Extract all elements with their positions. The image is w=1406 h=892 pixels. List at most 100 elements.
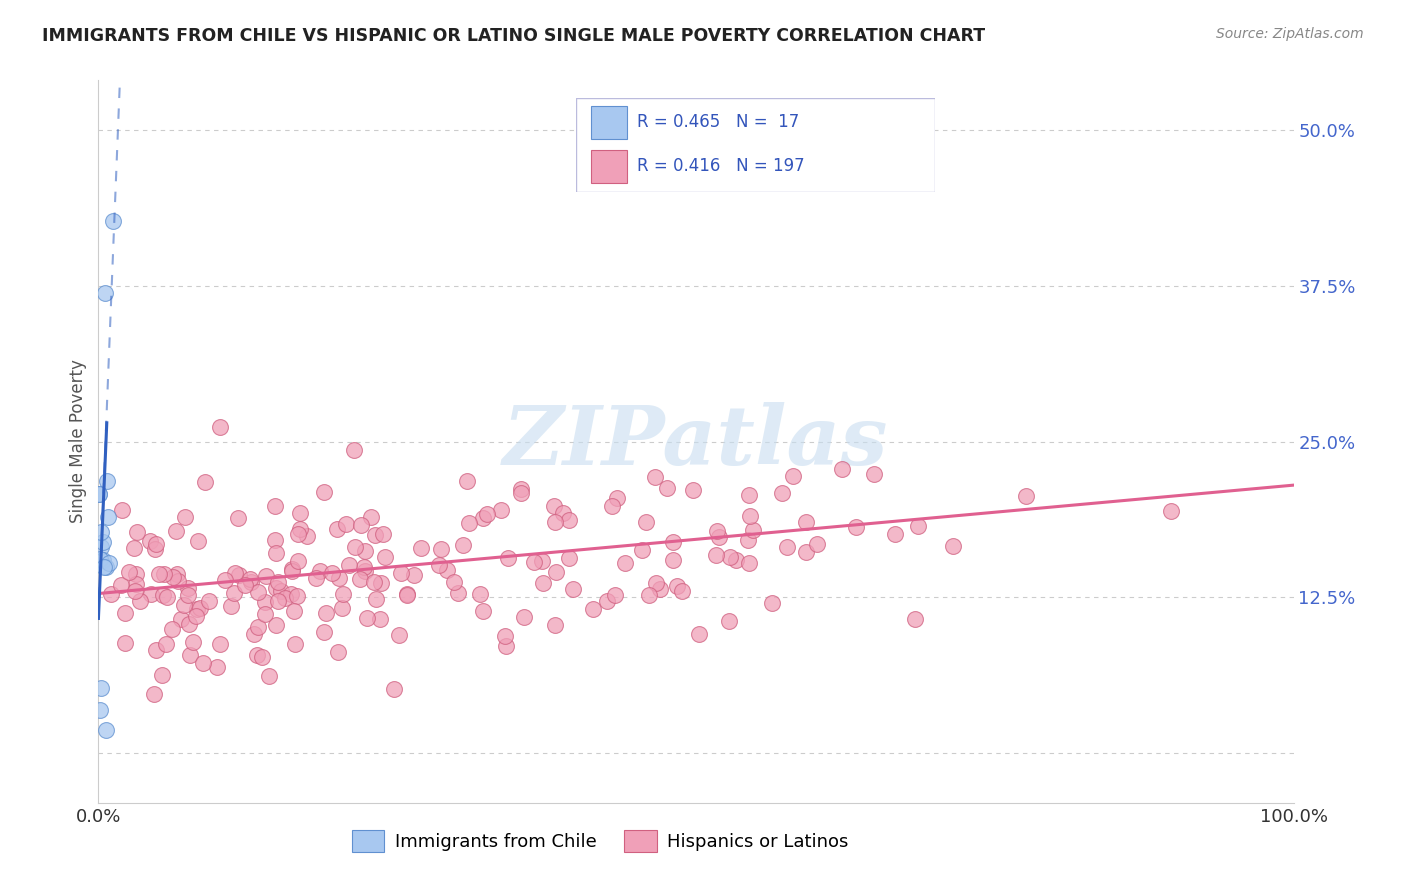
Point xyxy=(177,581,200,595)
Point xyxy=(155,637,177,651)
Point xyxy=(228,568,250,582)
Point xyxy=(197,593,219,607)
Point xyxy=(363,575,385,590)
Point xyxy=(742,523,765,537)
Point xyxy=(321,566,343,580)
Point xyxy=(90,524,112,539)
Point xyxy=(472,510,495,524)
Text: Source: ZipAtlas.com: Source: ZipAtlas.com xyxy=(1216,27,1364,41)
Point xyxy=(356,610,378,624)
Point xyxy=(343,442,366,457)
Point xyxy=(666,579,689,593)
Point xyxy=(637,588,659,602)
Point xyxy=(382,681,405,696)
Point xyxy=(596,593,619,607)
Point xyxy=(471,604,494,618)
Point xyxy=(458,516,481,531)
Point xyxy=(370,576,392,591)
Point xyxy=(264,546,287,560)
Point xyxy=(94,559,117,574)
Point xyxy=(350,518,373,533)
Point xyxy=(772,485,794,500)
Point xyxy=(110,503,132,517)
Point xyxy=(129,593,152,607)
Point xyxy=(409,541,432,556)
Point xyxy=(582,601,605,615)
Point xyxy=(551,506,574,520)
Point xyxy=(831,462,853,476)
Point xyxy=(233,578,256,592)
Point xyxy=(605,588,627,602)
Point xyxy=(718,549,741,564)
Point xyxy=(557,513,579,527)
Point xyxy=(634,516,657,530)
Point xyxy=(706,524,728,538)
Point xyxy=(456,474,478,488)
Point xyxy=(93,560,115,574)
Point xyxy=(267,574,290,589)
Point xyxy=(288,522,311,536)
Point xyxy=(283,604,305,618)
Point xyxy=(173,598,195,612)
Point xyxy=(187,533,209,548)
Point xyxy=(280,587,302,601)
Point xyxy=(495,639,517,653)
Point xyxy=(305,571,328,585)
Point xyxy=(662,535,685,549)
Point xyxy=(510,482,533,496)
Point xyxy=(368,611,391,625)
Point xyxy=(606,491,628,506)
Point xyxy=(274,591,297,606)
Point xyxy=(150,668,173,682)
Point xyxy=(1015,490,1038,504)
Point xyxy=(96,474,118,488)
Point xyxy=(89,703,111,717)
Point xyxy=(496,551,519,566)
Point xyxy=(447,586,470,600)
Point xyxy=(374,550,396,565)
Point xyxy=(257,668,280,682)
Point xyxy=(145,642,167,657)
Point xyxy=(475,508,498,522)
Point xyxy=(93,285,115,300)
Point xyxy=(91,553,114,567)
Point xyxy=(796,515,818,529)
Point xyxy=(152,567,174,582)
Point xyxy=(644,470,666,484)
Point xyxy=(194,475,217,490)
Point xyxy=(531,554,554,568)
Point xyxy=(907,518,929,533)
Point xyxy=(125,525,148,540)
Y-axis label: Single Male Poverty: Single Male Poverty xyxy=(69,359,87,524)
Point xyxy=(240,575,263,590)
Point xyxy=(328,571,350,585)
Point xyxy=(326,522,349,536)
Point xyxy=(688,626,710,640)
Point xyxy=(630,542,652,557)
Point xyxy=(388,628,411,642)
Point xyxy=(337,558,360,573)
Point xyxy=(143,541,166,556)
Point xyxy=(354,564,377,578)
Point xyxy=(87,486,110,500)
Point xyxy=(335,516,357,531)
Point xyxy=(544,565,567,579)
Point xyxy=(226,510,249,524)
Point xyxy=(94,723,117,737)
Point xyxy=(558,550,581,565)
Point xyxy=(315,607,337,621)
Point xyxy=(343,541,366,555)
Point xyxy=(494,630,516,644)
Point xyxy=(263,500,285,514)
Point xyxy=(246,648,269,662)
Point xyxy=(179,617,201,632)
Point xyxy=(655,481,678,495)
Point xyxy=(543,516,565,530)
Point xyxy=(738,508,761,523)
Point xyxy=(704,548,727,562)
Point xyxy=(671,584,693,599)
Point xyxy=(782,468,804,483)
Point xyxy=(396,587,419,601)
Point xyxy=(174,510,197,524)
Point xyxy=(184,608,207,623)
